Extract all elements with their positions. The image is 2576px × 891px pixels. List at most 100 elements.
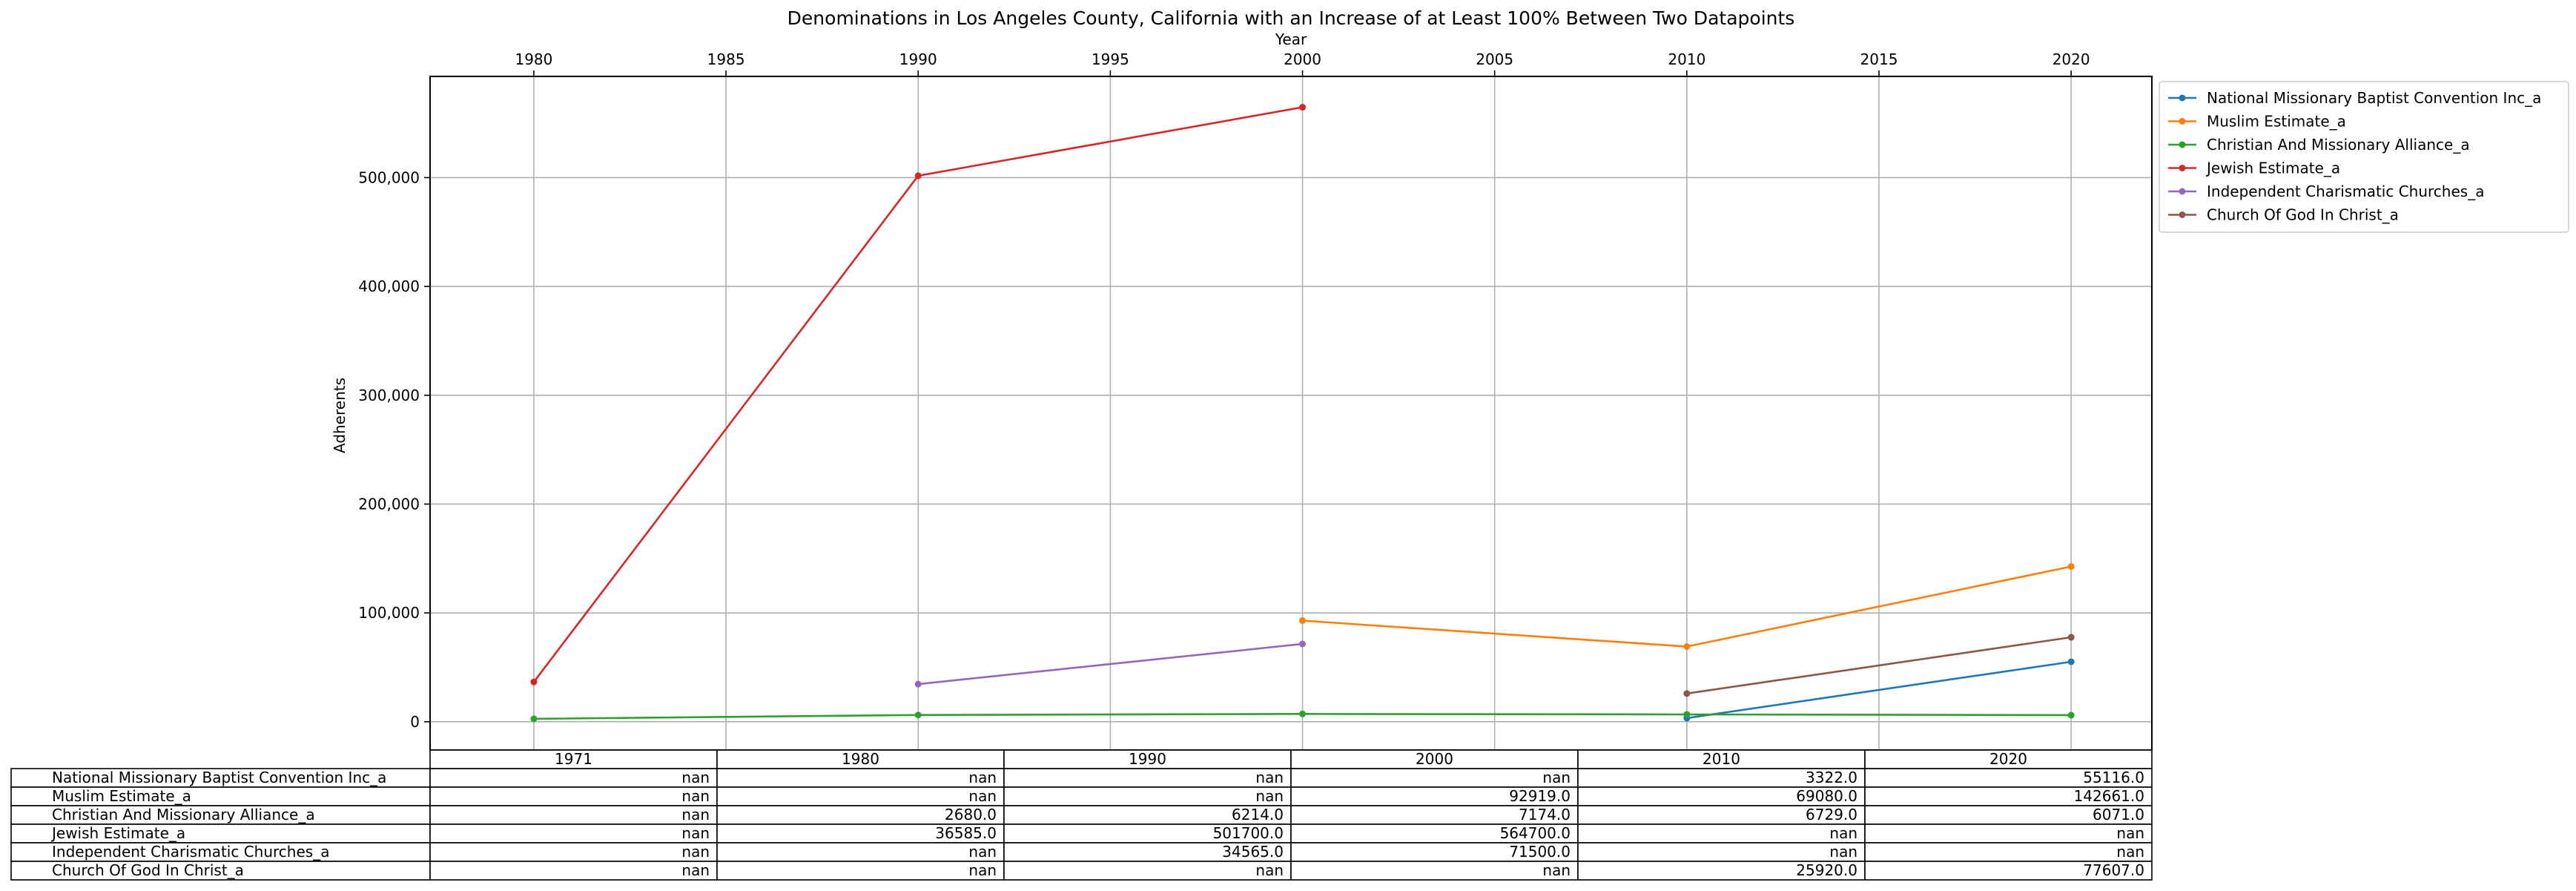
table-cell-value: 7174.0	[1519, 806, 1571, 823]
legend-label: Muslim Estimate_a	[2207, 113, 2346, 131]
table-cell	[1003, 786, 1292, 806]
data-point	[2067, 634, 2075, 641]
table-row-header-cell	[10, 768, 431, 788]
x-tick-label: 2015	[1860, 50, 1898, 68]
legend-label: Independent Charismatic Churches_a	[2207, 183, 2484, 200]
table-cell	[1864, 823, 2153, 844]
series-4	[530, 104, 1307, 685]
table-cell	[429, 823, 718, 844]
legend-marker-swatch	[2179, 165, 2186, 171]
table-cell	[429, 768, 718, 788]
table-cell-value: nan	[1829, 843, 1857, 861]
data-point	[1299, 640, 1307, 648]
x-tick-label: 2020	[2052, 50, 2090, 68]
table-cell	[1577, 823, 1866, 844]
legend-entry: Independent Charismatic Churches_a	[2168, 183, 2484, 200]
x-tick-label: 1995	[1092, 50, 1129, 68]
x-tick-label: 1990	[899, 50, 937, 68]
x-tick-label: 2000	[1284, 50, 1321, 68]
table-cell	[716, 861, 1005, 881]
data-point	[2067, 658, 2075, 665]
table-cell	[1003, 768, 1292, 788]
table-cell-value: nan	[2116, 843, 2144, 861]
table-cell	[1290, 861, 1579, 881]
table-cell-value: nan	[968, 769, 997, 786]
table-cell	[1003, 823, 1292, 844]
table-row-header: National Missionary Baptist Convention I…	[52, 769, 386, 786]
table-cell	[1864, 805, 2153, 825]
table-cell	[1290, 768, 1579, 788]
x-tick-label: 1980	[515, 50, 552, 68]
legend-label: Christian And Missionary Alliance_a	[2207, 136, 2470, 154]
legend-entry: National Missionary Baptist Convention I…	[2168, 89, 2541, 107]
table-row-header: Muslim Estimate_a	[52, 787, 191, 805]
table-column-header-cell	[1864, 749, 2153, 769]
table-cell-value: 69080.0	[1796, 787, 1857, 805]
legend-label: Church Of God In Christ_a	[2207, 206, 2399, 224]
legend-entry: Muslim Estimate_a	[2168, 113, 2346, 131]
y-tick-label: 200,000	[358, 495, 420, 513]
table-row-header: Church Of God In Christ_a	[52, 861, 244, 879]
table-cell-value: nan	[681, 843, 710, 861]
table-cell-value: 92919.0	[1509, 787, 1571, 805]
legend-marker-swatch	[2179, 94, 2186, 102]
table-cell	[1864, 861, 2153, 881]
table-cell-value: 34565.0	[1222, 843, 1284, 861]
x-tick-label: 2010	[1668, 50, 1705, 68]
table-cell	[1864, 842, 2153, 862]
table-cell-value: 77607.0	[2083, 861, 2144, 879]
data-point	[914, 172, 922, 180]
data-point	[2067, 563, 2075, 571]
data-point	[530, 678, 538, 685]
data-point	[1683, 711, 1691, 718]
table-cell	[429, 842, 718, 862]
table-cell	[1003, 861, 1292, 881]
table-cell-value: nan	[1255, 769, 1284, 786]
table-cell-value: nan	[681, 787, 710, 805]
table-cell-value: 501700.0	[1213, 824, 1284, 842]
series-3	[530, 710, 2075, 723]
y-tick-label: 500,000	[358, 168, 420, 186]
table-column-header-cell	[1003, 749, 1292, 769]
table-cell	[1577, 842, 1866, 862]
data-point	[1683, 690, 1691, 697]
legend-entry: Jewish Estimate_a	[2168, 160, 2340, 177]
table-cell-value: 3322.0	[1806, 769, 1857, 786]
table-cell-value: nan	[681, 769, 710, 786]
table-cell-value: nan	[1255, 787, 1284, 805]
table-column-header-cell	[1577, 749, 1866, 769]
table-column-header: 1980	[842, 750, 879, 768]
data-point	[530, 715, 538, 723]
table-cell-value: nan	[2116, 824, 2144, 842]
table-cell-value: 36585.0	[935, 824, 997, 842]
table-row-header: Jewish Estimate_a	[50, 824, 185, 842]
data-point	[1299, 104, 1307, 111]
table-cell-value: 25920.0	[1796, 861, 1857, 879]
legend-marker-swatch	[2179, 188, 2186, 195]
y-tick-label: 100,000	[358, 604, 420, 622]
table-row-header: Christian And Missionary Alliance_a	[52, 806, 315, 823]
data-point	[2067, 711, 2075, 719]
table-column-header: 2000	[1416, 750, 1453, 768]
table-cell-value: 71500.0	[1509, 843, 1571, 861]
y-tick-label: 400,000	[358, 277, 420, 295]
table-cell-value: nan	[681, 824, 710, 842]
legend-entry: Church Of God In Christ_a	[2168, 206, 2399, 224]
table-cell	[716, 823, 1005, 844]
table-cell-value: nan	[681, 806, 710, 823]
table-cell	[429, 861, 718, 881]
table-cell-value: 55116.0	[2083, 769, 2144, 786]
series-line	[1686, 660, 2072, 720]
table-cell-value: nan	[968, 843, 997, 861]
table-row-header-cell	[10, 842, 431, 862]
x-tick-label: 2005	[1476, 50, 1513, 68]
series-lines	[530, 104, 2075, 723]
chart-title: Denominations in Los Angeles County, Cal…	[787, 7, 1795, 29]
table-cell-value: nan	[1542, 861, 1571, 879]
table-cell	[716, 842, 1005, 862]
x-tick-label: 1985	[707, 50, 745, 68]
y-axis-label: Adherents	[331, 378, 349, 453]
table-cell	[1290, 805, 1579, 825]
y-tick-label: 300,000	[358, 387, 420, 404]
